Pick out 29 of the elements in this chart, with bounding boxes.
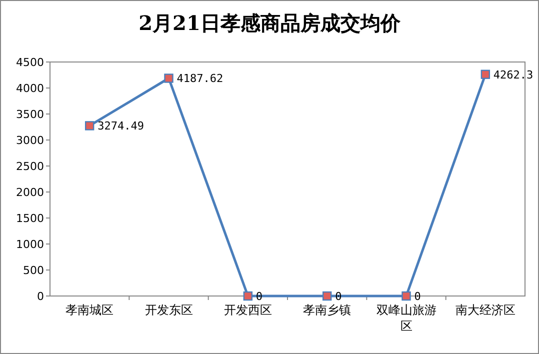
y-tick-label: 4500 bbox=[16, 56, 44, 69]
point bbox=[84, 121, 94, 130]
point bbox=[164, 74, 174, 83]
x-tick-label: 双峰山旅游区 bbox=[376, 303, 436, 333]
point bbox=[322, 291, 332, 301]
y-tick-label: 1500 bbox=[16, 212, 44, 225]
point bbox=[480, 70, 490, 79]
data-label: 0 bbox=[414, 290, 421, 303]
y-tick-label: 3000 bbox=[16, 134, 44, 147]
data-label: 0 bbox=[335, 290, 342, 303]
y-tick-label: 3500 bbox=[16, 108, 44, 121]
data-label: 4262.3 bbox=[493, 68, 534, 82]
y-tick-label: 0 bbox=[37, 290, 44, 303]
y-tick-label: 4000 bbox=[16, 82, 44, 95]
x-tick-label: 开发西区 bbox=[224, 303, 272, 317]
point bbox=[243, 291, 253, 301]
y-tick-label: 2000 bbox=[16, 186, 44, 199]
point bbox=[402, 291, 411, 301]
x-tick-label: 南大经济区 bbox=[455, 303, 516, 317]
chart-title: 2月21日孝感商品房成交均价 bbox=[138, 11, 402, 35]
data-label: 3274.49 bbox=[98, 120, 144, 133]
y-tick-label: 1000 bbox=[16, 238, 44, 251]
y-tick-label: 500 bbox=[23, 264, 44, 277]
data-label: 0 bbox=[256, 290, 263, 303]
x-tick-label: 开发东区 bbox=[144, 303, 193, 317]
x-tick-label: 孝南乡镇 bbox=[303, 303, 352, 317]
y-tick-label: 2500 bbox=[16, 160, 44, 173]
data-label: 4187.62 bbox=[176, 72, 224, 86]
x-tick-label: 孝南城区 bbox=[66, 303, 114, 317]
